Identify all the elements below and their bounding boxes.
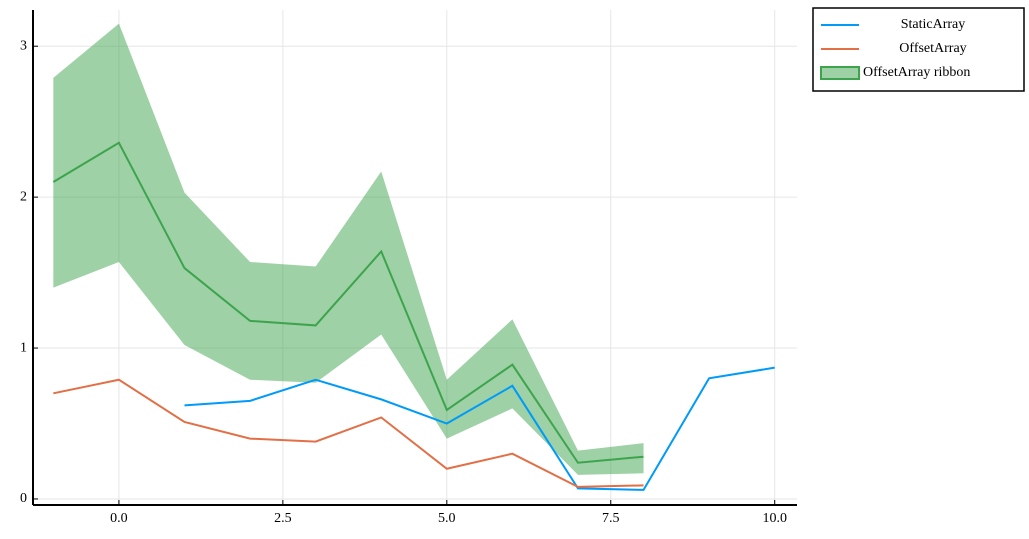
x-tick-label: 7.5 bbox=[602, 511, 620, 526]
x-tick-label: 5.0 bbox=[438, 511, 456, 526]
y-tick-label: 0 bbox=[20, 491, 27, 506]
x-tick-label: 2.5 bbox=[274, 511, 292, 526]
y-tick-label: 1 bbox=[20, 340, 27, 355]
x-tick-label: 10.0 bbox=[762, 511, 787, 526]
legend-label: OffsetArray bbox=[899, 41, 966, 56]
line bbox=[52, 141, 644, 464]
legend-swatch bbox=[820, 66, 860, 80]
y-tick-label: 2 bbox=[20, 189, 27, 204]
x-tick-label: 0.0 bbox=[110, 511, 128, 526]
legend-label: OffsetArray ribbon bbox=[863, 65, 970, 80]
legend-label: StaticArray bbox=[901, 17, 966, 32]
y-tick-label: 3 bbox=[20, 38, 27, 53]
ribbon bbox=[53, 23, 644, 475]
line bbox=[53, 378, 644, 488]
line bbox=[184, 366, 775, 491]
